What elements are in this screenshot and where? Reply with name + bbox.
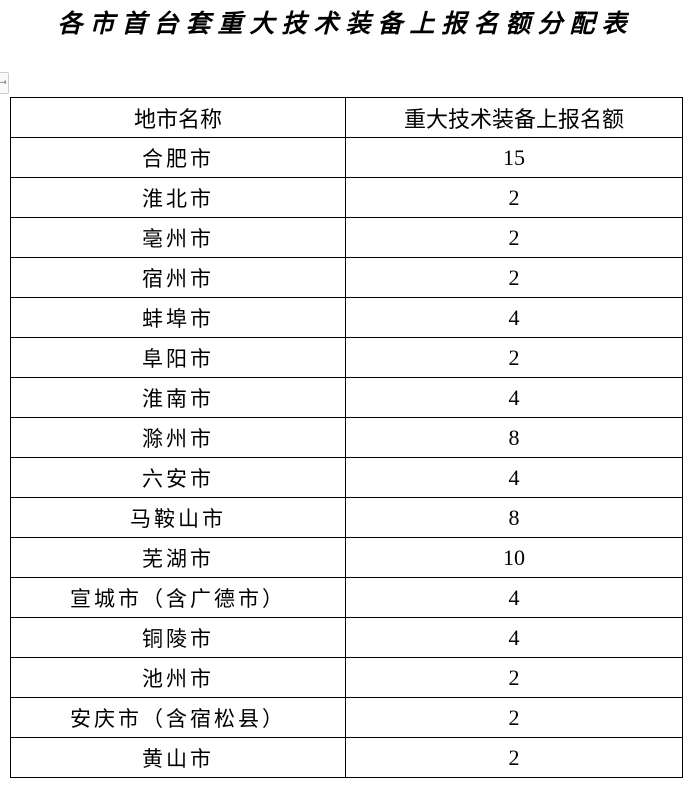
quota-cell: 4	[345, 297, 683, 338]
table-header-row: 地市名称 重大技术装备上报名额	[10, 97, 683, 138]
quota-cell: 2	[345, 217, 683, 258]
header-quota: 重大技术装备上报名额	[345, 97, 683, 138]
table-row: 宣城市（含广德市） 4	[10, 577, 683, 618]
header-city: 地市名称	[10, 97, 346, 138]
city-cell: 铜陵市	[10, 617, 346, 658]
quota-cell: 2	[345, 657, 683, 698]
table-row: 芜湖市 10	[10, 537, 683, 578]
city-cell: 淮北市	[10, 177, 346, 218]
city-cell: 宣城市（含广德市）	[10, 577, 346, 618]
table-row: 淮南市 4	[10, 377, 683, 418]
table-row: 安庆市（含宿松县） 2	[10, 697, 683, 738]
table-row: 滁州市 8	[10, 417, 683, 458]
table-row: 六安市 4	[10, 457, 683, 498]
city-cell: 黄山市	[10, 737, 346, 778]
page-title: 各市首台套重大技术装备上报名额分配表	[57, 9, 634, 38]
table-move-handle-icon[interactable]: ⇥	[0, 72, 9, 94]
table-row: 合肥市 15	[10, 137, 683, 178]
city-cell: 马鞍山市	[10, 497, 346, 538]
quota-cell: 2	[345, 337, 683, 378]
table-row: 亳州市 2	[10, 217, 683, 258]
city-cell: 合肥市	[10, 137, 346, 178]
city-cell: 芜湖市	[10, 537, 346, 578]
table-row: 蚌埠市 4	[10, 297, 683, 338]
city-cell: 亳州市	[10, 217, 346, 258]
quota-cell: 4	[345, 457, 683, 498]
quota-cell: 2	[345, 697, 683, 738]
city-cell: 宿州市	[10, 257, 346, 298]
quota-cell: 8	[345, 497, 683, 538]
table-row: 淮北市 2	[10, 177, 683, 218]
city-cell: 六安市	[10, 457, 346, 498]
quota-cell: 4	[345, 377, 683, 418]
city-cell: 淮南市	[10, 377, 346, 418]
table-row: 宿州市 2	[10, 257, 683, 298]
table-row: 黄山市 2	[10, 737, 683, 778]
table-row: 阜阳市 2	[10, 337, 683, 378]
quota-cell: 4	[345, 577, 683, 618]
quota-cell: 2	[345, 737, 683, 778]
city-cell: 滁州市	[10, 417, 346, 458]
quota-table: 地市名称 重大技术装备上报名额 合肥市 15 淮北市 2 亳州市 2 宿州市 2 蚌埠市 4 阜阳市…	[10, 97, 683, 778]
quota-cell: 10	[345, 537, 683, 578]
quota-cell: 15	[345, 137, 683, 178]
city-cell: 安庆市（含宿松县）	[10, 697, 346, 738]
quota-cell: 4	[345, 617, 683, 658]
quota-cell: 8	[345, 417, 683, 458]
city-cell: 池州市	[10, 657, 346, 698]
table-row: 铜陵市 4	[10, 617, 683, 658]
city-cell: 阜阳市	[10, 337, 346, 378]
table-row: 马鞍山市 8	[10, 497, 683, 538]
quota-cell: 2	[345, 257, 683, 298]
city-cell: 蚌埠市	[10, 297, 346, 338]
table-row: 池州市 2	[10, 657, 683, 698]
quota-cell: 2	[345, 177, 683, 218]
